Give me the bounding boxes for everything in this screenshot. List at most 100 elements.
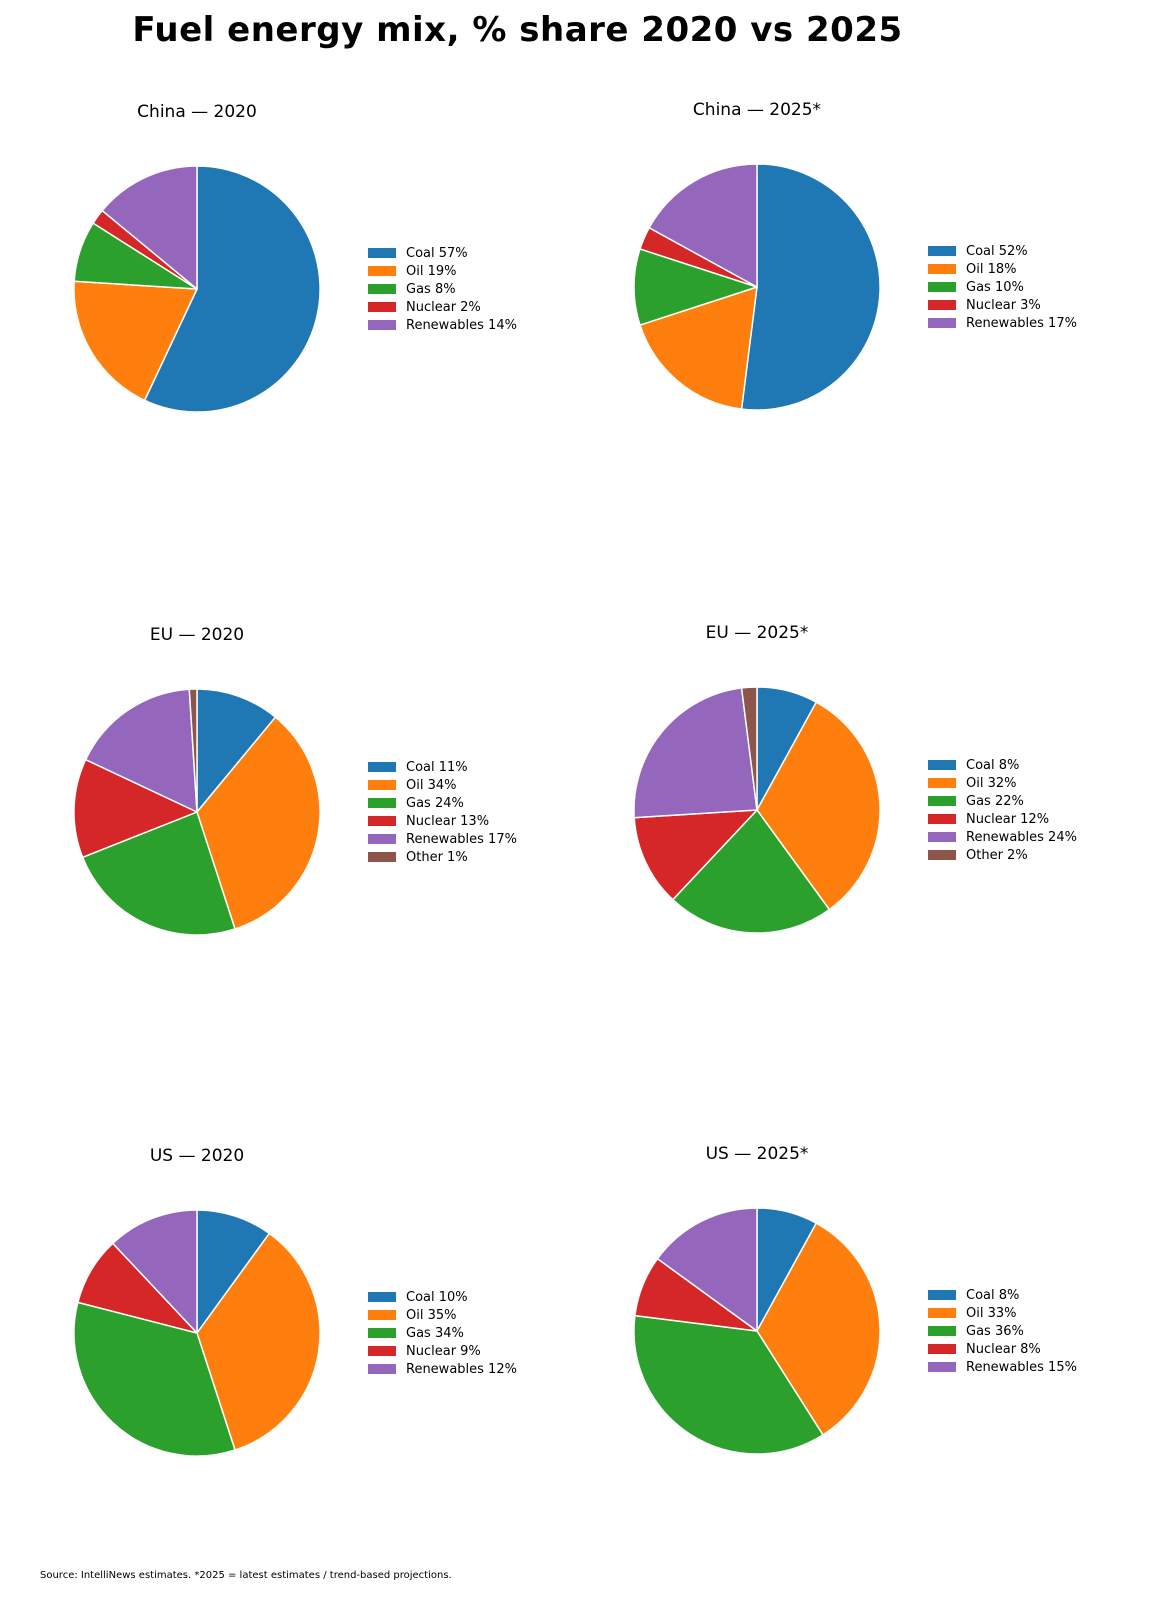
- legend-label: Nuclear 2%: [406, 299, 481, 315]
- legend-item-coal: Coal 57%: [368, 244, 517, 262]
- chart-china-2020: China — 2020 Coal 57% Oil 19% Gas 8% Nuclea…: [72, 102, 592, 414]
- legend: Coal 10% Oil 35% Gas 34% Nuclear 9% Renewabl…: [368, 1288, 517, 1378]
- pie-chart: [632, 1206, 882, 1456]
- legend-swatch-gas-icon: [368, 1328, 396, 1338]
- legend-item-gas: Gas 10%: [928, 278, 1077, 296]
- legend-swatch-nuclear-icon: [368, 1346, 396, 1356]
- legend-item-other: Other 2%: [928, 846, 1077, 864]
- legend: Coal 8% Oil 32% Gas 22% Nuclear 12% Renewabl…: [928, 756, 1077, 864]
- legend-item-coal: Coal 10%: [368, 1288, 517, 1306]
- legend-swatch-gas-icon: [928, 282, 956, 292]
- legend-item-renewables: Renewables 17%: [368, 830, 517, 848]
- pie-slice-coal: [196, 1209, 271, 1334]
- legend: Coal 11% Oil 34% Gas 24% Nuclear 13% Renewab…: [368, 758, 517, 866]
- legend-item-oil: Oil 35%: [368, 1306, 517, 1324]
- legend-label: Coal 8%: [966, 757, 1020, 773]
- legend-item-renewables: Renewables 24%: [928, 828, 1077, 846]
- figure-title: Fuel energy mix, % share 2020 vs 2025: [132, 10, 903, 50]
- legend-label: Renewables 24%: [966, 829, 1077, 845]
- pie-slice-coal: [143, 165, 321, 413]
- pie-slice-gas: [633, 248, 758, 326]
- legend-swatch-renewables-icon: [368, 834, 396, 844]
- pie-slice-other: [740, 686, 758, 811]
- legend-label: Nuclear 12%: [966, 811, 1050, 827]
- legend-label: Oil 35%: [406, 1307, 457, 1323]
- legend-swatch-coal-icon: [928, 246, 956, 256]
- legend-swatch-nuclear-icon: [928, 814, 956, 824]
- legend-swatch-renewables-icon: [928, 1362, 956, 1372]
- pie-slice-oil: [756, 701, 881, 911]
- legend-swatch-coal-icon: [928, 760, 956, 770]
- legend: Coal 8% Oil 33% Gas 36% Nuclear 8% Renewable…: [928, 1286, 1077, 1376]
- legend-item-oil: Oil 32%: [928, 774, 1077, 792]
- legend-item-coal: Coal 8%: [928, 756, 1077, 774]
- pie-slice-other: [188, 688, 198, 813]
- legend-label: Gas 34%: [406, 1325, 464, 1341]
- legend-item-nuclear: Nuclear 9%: [368, 1342, 517, 1360]
- legend-swatch-gas-icon: [928, 1326, 956, 1336]
- legend-item-oil: Oil 33%: [928, 1304, 1077, 1322]
- pie-chart: [72, 1208, 322, 1458]
- legend-swatch-coal-icon: [928, 1290, 956, 1300]
- legend-label: Other 2%: [966, 847, 1028, 863]
- legend-item-oil: Oil 18%: [928, 260, 1077, 278]
- legend-label: Renewables 17%: [406, 831, 517, 847]
- pie-chart: [72, 687, 322, 937]
- pie-slice-renewables: [101, 165, 198, 290]
- chart-subtitle: EU — 2025*: [705, 623, 809, 643]
- pie-slice-renewables: [112, 1209, 198, 1334]
- legend-item-coal: Coal 11%: [368, 758, 517, 776]
- legend-swatch-coal-icon: [368, 762, 396, 772]
- legend-item-renewables: Renewables 12%: [368, 1360, 517, 1378]
- source-note: Source: IntelliNews estimates. *2025 = l…: [40, 1570, 452, 1581]
- legend-item-renewables: Renewables 17%: [928, 314, 1077, 332]
- chart-subtitle: US — 2020: [149, 1146, 245, 1166]
- legend-label: Oil 19%: [406, 263, 457, 279]
- legend-label: Coal 57%: [406, 245, 468, 261]
- legend-swatch-renewables-icon: [368, 1364, 396, 1374]
- legend-label: Coal 52%: [966, 243, 1028, 259]
- pie-slice-oil: [639, 286, 758, 410]
- chart-subtitle: EU — 2020: [149, 625, 245, 645]
- legend-swatch-gas-icon: [368, 798, 396, 808]
- legend-label: Oil 32%: [966, 775, 1017, 791]
- legend-item-gas: Gas 24%: [368, 794, 517, 812]
- legend-label: Oil 34%: [406, 777, 457, 793]
- legend-label: Gas 24%: [406, 795, 464, 811]
- pie-slice-oil: [196, 716, 321, 930]
- pie-slice-renewables: [648, 163, 758, 288]
- legend-swatch-coal-icon: [368, 1292, 396, 1302]
- pie-slice-oil: [73, 280, 198, 402]
- legend: Coal 52% Oil 18% Gas 10% Nuclear 3% Renewabl…: [928, 242, 1077, 332]
- legend-label: Gas 8%: [406, 281, 456, 297]
- legend-label: Oil 33%: [966, 1305, 1017, 1321]
- chart-eu-2025: EU — 2025* Coal 8% Oil 32% Gas 22% Nuclear …: [632, 623, 1149, 935]
- legend-item-nuclear: Nuclear 3%: [928, 296, 1077, 314]
- legend-swatch-oil-icon: [928, 778, 956, 788]
- pie-slice-renewables: [84, 688, 198, 813]
- pie-slice-coal: [196, 688, 277, 813]
- pie-slice-renewables: [633, 687, 758, 819]
- legend-item-nuclear: Nuclear 13%: [368, 812, 517, 830]
- legend-swatch-gas-icon: [368, 284, 396, 294]
- legend-item-oil: Oil 19%: [368, 262, 517, 280]
- legend-item-renewables: Renewables 15%: [928, 1358, 1077, 1376]
- chart-subtitle: China — 2020: [137, 102, 257, 122]
- legend-label: Renewables 17%: [966, 315, 1077, 331]
- legend-label: Nuclear 3%: [966, 297, 1041, 313]
- legend-item-gas: Gas 22%: [928, 792, 1077, 810]
- legend-swatch-oil-icon: [928, 264, 956, 274]
- legend: Coal 57% Oil 19% Gas 8% Nuclear 2% Renewable…: [368, 244, 517, 334]
- pie-slice-oil: [196, 1232, 321, 1451]
- chart-subtitle: US — 2025*: [705, 1144, 809, 1164]
- legend-swatch-nuclear-icon: [928, 300, 956, 310]
- legend-label: Nuclear 13%: [406, 813, 490, 829]
- pie-slice-renewables: [656, 1207, 758, 1332]
- legend-label: Renewables 12%: [406, 1361, 517, 1377]
- chart-us-2025: US — 2025* Coal 8% Oil 33% Gas 36% Nuclear …: [632, 1144, 1149, 1456]
- legend-swatch-nuclear-icon: [368, 302, 396, 312]
- legend-label: Gas 10%: [966, 279, 1024, 295]
- chart-subtitle: China — 2025*: [692, 100, 822, 120]
- legend-swatch-oil-icon: [368, 1310, 396, 1320]
- pie-chart: [632, 162, 882, 412]
